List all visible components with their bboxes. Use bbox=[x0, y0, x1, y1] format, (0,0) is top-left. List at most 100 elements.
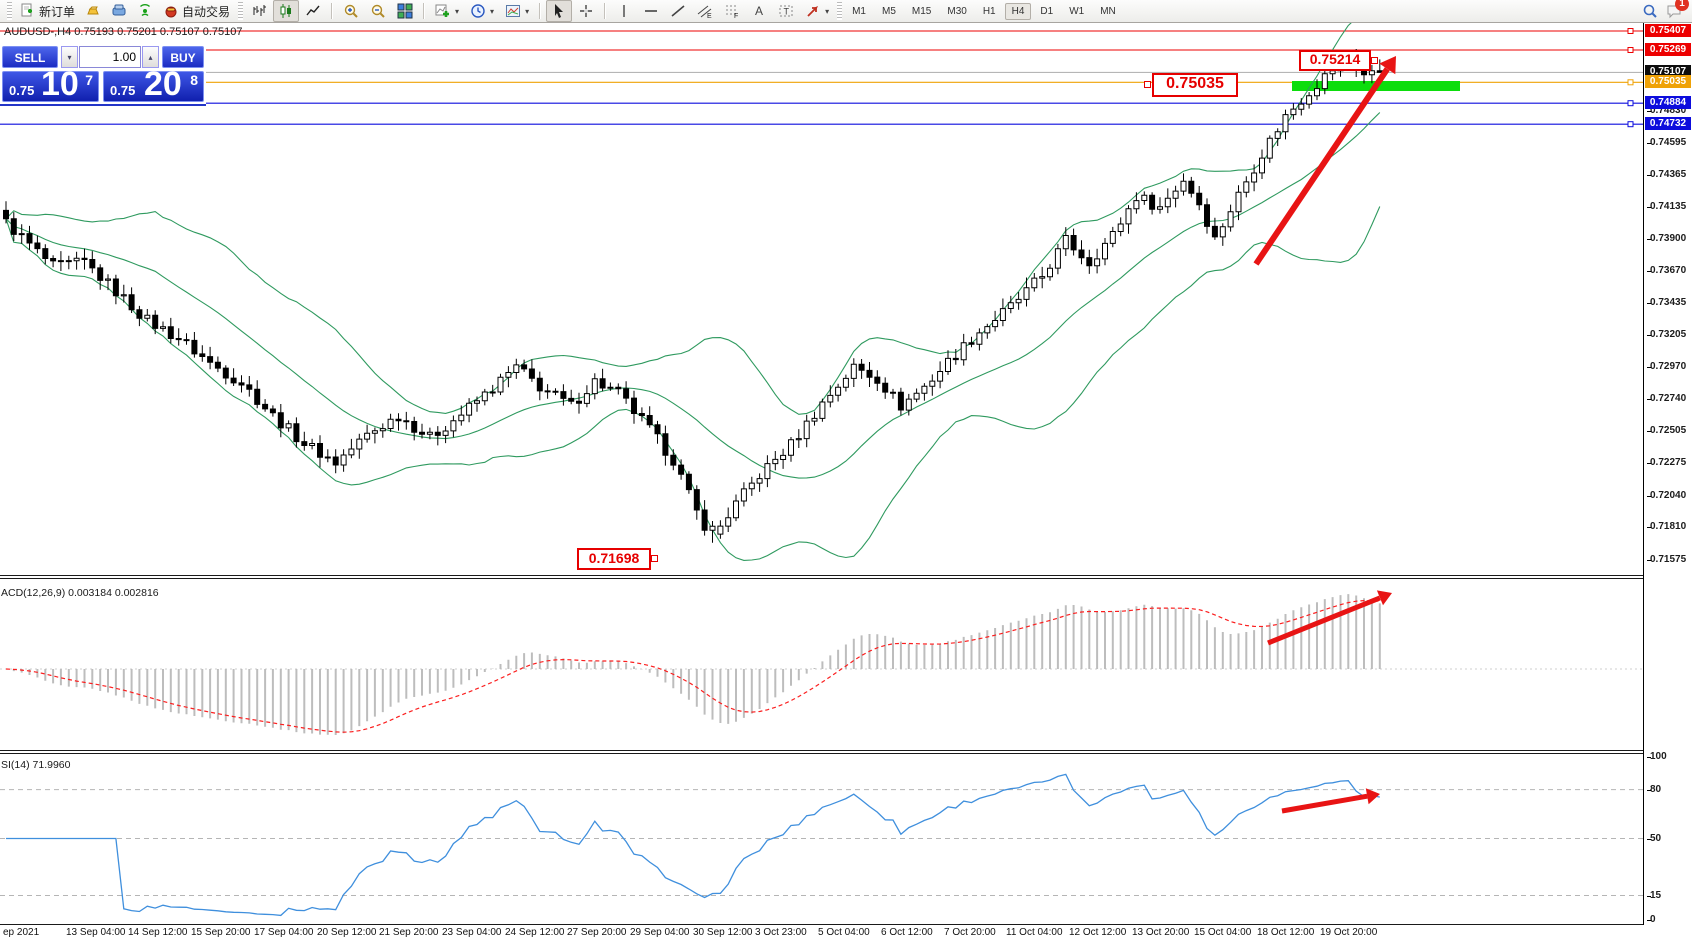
price-tick-label: 0.74830 bbox=[1647, 105, 1686, 116]
timeframe-w1-button[interactable]: W1 bbox=[1069, 5, 1085, 17]
zoom-in-icon bbox=[344, 4, 358, 18]
auto-trading-button[interactable]: 自动交易 bbox=[158, 0, 235, 22]
toolbar-separator bbox=[331, 3, 334, 19]
metaeditor-button[interactable] bbox=[106, 0, 132, 22]
sell-price-main: 10 bbox=[41, 65, 79, 103]
sell-price-sup: 7 bbox=[85, 72, 93, 88]
tick-mark bbox=[1647, 303, 1651, 304]
toolbar-grip[interactable] bbox=[837, 2, 843, 20]
volume-increase-button[interactable]: ▴ bbox=[142, 46, 159, 68]
price-annotation-label[interactable]: 0.71698 bbox=[577, 548, 658, 570]
time-axis-label: 19 Oct 20:00 bbox=[1320, 927, 1378, 938]
gold-symbol-button[interactable] bbox=[80, 0, 106, 22]
templates-button[interactable]: ▾ bbox=[500, 0, 534, 22]
signals-button[interactable] bbox=[132, 0, 158, 22]
timeframe-d1-button[interactable]: D1 bbox=[1040, 5, 1054, 17]
horizontal-line-icon bbox=[645, 10, 658, 12]
price-tick-label: 0.74595 bbox=[1647, 137, 1686, 148]
periods-clock-button[interactable]: ▾ bbox=[465, 0, 499, 22]
zoom-out-icon bbox=[371, 4, 385, 18]
line-chart-button[interactable] bbox=[300, 0, 326, 22]
sell-button[interactable]: SELL bbox=[2, 46, 58, 68]
text-label-button[interactable]: T bbox=[773, 0, 799, 22]
price-level-label: 0.75269 bbox=[1645, 43, 1691, 56]
price-level-label: 0.75035 bbox=[1645, 75, 1691, 88]
chart-symbol-title: AUDUSD-,H4 0.75193 0.75201 0.75107 0.751… bbox=[4, 26, 243, 38]
horizontal-line-button[interactable] bbox=[638, 0, 664, 22]
indicators-button[interactable]: ▾ bbox=[430, 0, 464, 22]
tick-mark bbox=[1647, 399, 1651, 400]
label-handle[interactable] bbox=[651, 555, 658, 562]
trendline-button[interactable] bbox=[665, 0, 691, 22]
label-handle[interactable] bbox=[1371, 56, 1378, 64]
volume-decrease-button[interactable]: ▾ bbox=[61, 46, 78, 68]
time-axis-label: 15 Sep 20:00 bbox=[191, 927, 251, 938]
rsi-axis-label: 80 bbox=[1647, 784, 1661, 795]
time-axis-label: 13 Sep 04:00 bbox=[66, 927, 126, 938]
toolbar-grip[interactable] bbox=[7, 2, 12, 20]
rsi-indicator-panel[interactable] bbox=[0, 755, 1643, 924]
crosshair-button[interactable] bbox=[573, 0, 599, 22]
tile-windows-button[interactable] bbox=[392, 0, 418, 22]
time-axis-label: 17 Sep 04:00 bbox=[254, 927, 314, 938]
label-handle[interactable] bbox=[1144, 81, 1151, 88]
fibonacci-button[interactable]: F bbox=[719, 0, 745, 22]
price-tick-label: 0.72040 bbox=[1647, 490, 1686, 501]
text-button[interactable]: A bbox=[746, 0, 772, 22]
new-order-button[interactable]: 新订单 bbox=[15, 0, 80, 22]
timeframe-h1-button[interactable]: H1 bbox=[982, 5, 996, 17]
price-level-label: 0.74884 bbox=[1645, 96, 1691, 109]
time-axis-label: 27 Sep 20:00 bbox=[567, 927, 627, 938]
volume-input[interactable] bbox=[79, 46, 141, 68]
timeframe-m1-button[interactable]: M1 bbox=[852, 5, 866, 17]
timeframe-m5-button[interactable]: M5 bbox=[882, 5, 896, 17]
price-annotation-label[interactable]: 0.75035 bbox=[1144, 73, 1238, 97]
time-axis-label: 12 Oct 12:00 bbox=[1069, 927, 1127, 938]
time-axis-label: 30 Sep 12:00 bbox=[693, 927, 753, 938]
timeframe-h4-button[interactable]: H4 bbox=[1004, 2, 1032, 20]
panel-separator[interactable] bbox=[0, 750, 1644, 751]
macd-indicator-panel[interactable] bbox=[0, 581, 1643, 749]
price-axis[interactable]: 0.74830 0.74595 0.74365 0.74135 0.73900 0.736… bbox=[1644, 23, 1692, 925]
time-axis-label: 29 Sep 04:00 bbox=[630, 927, 690, 938]
candlestick-button[interactable] bbox=[273, 0, 300, 22]
toolbar-separator bbox=[604, 3, 607, 19]
tick-mark bbox=[1647, 527, 1651, 528]
tick-mark bbox=[1647, 367, 1651, 368]
cursor-icon bbox=[555, 4, 564, 18]
svg-text:E: E bbox=[707, 13, 712, 19]
tick-mark bbox=[1647, 463, 1651, 464]
notifications-button[interactable]: 1 bbox=[1666, 0, 1689, 19]
timeframe-mn-button[interactable]: MN bbox=[1100, 5, 1116, 17]
candlestick-icon bbox=[280, 4, 292, 18]
svg-text:T: T bbox=[784, 7, 790, 17]
text-label-icon: T bbox=[779, 5, 793, 17]
time-axis-label: 21 Sep 20:00 bbox=[379, 927, 439, 938]
timeframe-m15-button[interactable]: M15 bbox=[911, 5, 932, 17]
main-price-chart[interactable] bbox=[0, 23, 1643, 575]
zoom-in-button[interactable] bbox=[338, 0, 364, 22]
signal-icon bbox=[140, 4, 151, 17]
toolbar-grip[interactable] bbox=[238, 2, 244, 20]
arrows-button[interactable]: ▾ bbox=[800, 0, 834, 22]
tick-mark bbox=[1647, 239, 1651, 240]
price-annotation-label[interactable]: 0.75214 bbox=[1299, 50, 1378, 71]
price-tick-label: 0.71575 bbox=[1647, 554, 1686, 565]
bar-chart-button[interactable] bbox=[246, 0, 272, 22]
panel-separator[interactable] bbox=[0, 575, 1644, 576]
sell-price-quote[interactable]: 0.75 10 7 bbox=[2, 65, 99, 103]
cursor-button[interactable] bbox=[546, 0, 573, 22]
zoom-out-button[interactable] bbox=[365, 0, 391, 22]
price-tick-label: 0.73900 bbox=[1647, 233, 1686, 244]
time-axis[interactable]: ep 2021 13 Sep 04:00 14 Sep 12:00 15 Sep 20… bbox=[0, 925, 1692, 941]
time-axis-label: 13 Oct 20:00 bbox=[1132, 927, 1190, 938]
timeframe-m30-button[interactable]: M30 bbox=[947, 5, 967, 17]
rsi-axis-label: 100 bbox=[1647, 751, 1667, 762]
buy-button[interactable]: BUY bbox=[162, 46, 204, 68]
time-axis-label: 18 Oct 12:00 bbox=[1257, 927, 1315, 938]
vertical-line-button[interactable] bbox=[611, 0, 637, 22]
new-order-icon bbox=[21, 3, 32, 17]
vertical-line-icon bbox=[623, 5, 625, 17]
equidistant-channel-button[interactable]: E bbox=[692, 0, 718, 22]
buy-price-quote[interactable]: 0.75 20 8 bbox=[103, 65, 204, 103]
